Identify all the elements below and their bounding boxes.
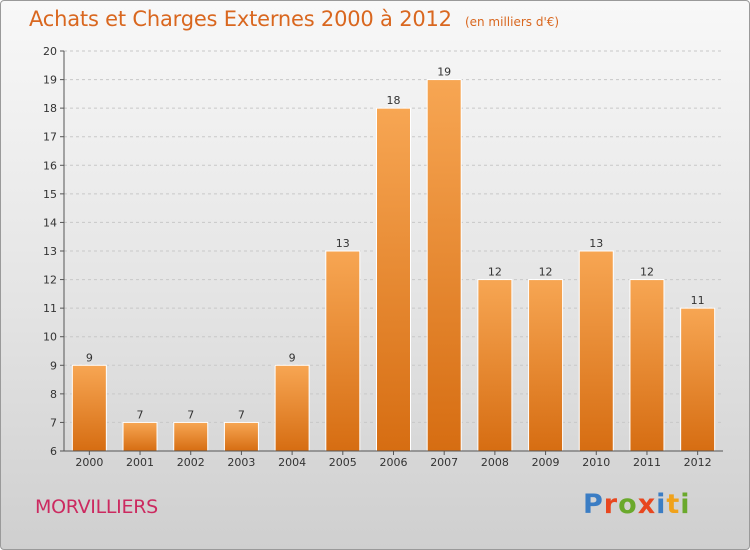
y-tick-label: 20	[43, 45, 57, 58]
x-tick-label: 2005	[329, 456, 357, 469]
x-tick-label: 2012	[684, 456, 712, 469]
data-label: 13	[336, 237, 350, 250]
y-tick-label: 14	[43, 216, 57, 229]
proxiti-logo: Proxiti	[583, 489, 691, 520]
bar	[71, 364, 107, 452]
data-label: 13	[589, 237, 603, 250]
logo-letter: t	[666, 489, 681, 520]
title-row: Achats et Charges Externes 2000 à 2012 (…	[29, 7, 559, 31]
y-tick-label: 12	[43, 274, 57, 287]
y-tick-label: 17	[43, 131, 57, 144]
x-tick-label: 2009	[532, 456, 560, 469]
y-tick-label: 8	[50, 388, 57, 401]
bar	[680, 307, 716, 452]
bar	[173, 421, 209, 452]
x-tick-label: 2010	[582, 456, 610, 469]
data-label: 7	[137, 408, 144, 421]
bar	[477, 279, 513, 452]
bar	[578, 250, 614, 452]
y-tick-label: 9	[50, 359, 57, 372]
bar	[629, 279, 665, 452]
y-tick-label: 19	[43, 74, 57, 87]
data-label: 12	[539, 266, 553, 279]
x-tick-label: 2007	[430, 456, 458, 469]
bar	[528, 279, 564, 452]
y-tick-label: 7	[50, 416, 57, 429]
data-label: 19	[437, 66, 451, 79]
data-label: 12	[488, 266, 502, 279]
y-tick-label: 6	[50, 445, 57, 458]
data-label: 18	[387, 94, 401, 107]
x-tick-label: 2004	[278, 456, 306, 469]
y-tick-label: 15	[43, 188, 57, 201]
data-label: 9	[289, 351, 296, 364]
logo-letter: x	[637, 489, 657, 520]
chart-title: Achats et Charges Externes 2000 à 2012	[29, 7, 452, 31]
data-label: 7	[187, 408, 194, 421]
data-label: 7	[238, 408, 245, 421]
bar	[426, 79, 462, 452]
y-tick-label: 11	[43, 302, 57, 315]
y-tick-label: 18	[43, 102, 57, 115]
logo-letter: i	[656, 489, 667, 520]
x-tick-label: 2006	[380, 456, 408, 469]
x-tick-label: 2001	[126, 456, 154, 469]
x-tick-label: 2011	[633, 456, 661, 469]
y-tick-label: 10	[43, 331, 57, 344]
data-label: 12	[640, 266, 654, 279]
x-tick-label: 2008	[481, 456, 509, 469]
logo-letter: P	[583, 489, 604, 520]
bar	[325, 250, 361, 452]
bar	[122, 421, 158, 452]
y-tick-label: 16	[43, 159, 57, 172]
x-tick-label: 2003	[227, 456, 255, 469]
commune-name: MORVILLIERS	[35, 496, 158, 518]
data-label: 9	[86, 351, 93, 364]
logo-letter: r	[603, 489, 619, 520]
bar	[274, 364, 310, 452]
data-label: 11	[691, 294, 705, 307]
bar	[223, 421, 259, 452]
x-tick-label: 2000	[75, 456, 103, 469]
bar	[376, 107, 411, 452]
logo-letter: o	[618, 489, 638, 520]
logo-letter: i	[680, 489, 691, 520]
x-tick-label: 2002	[177, 456, 205, 469]
chart-subtitle: (en milliers d'€)	[464, 15, 560, 29]
y-tick-label: 13	[43, 245, 57, 258]
